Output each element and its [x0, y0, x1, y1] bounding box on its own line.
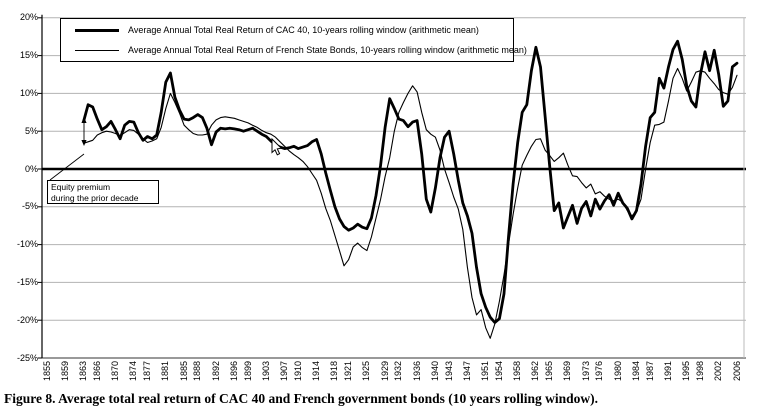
x-tick-label: 1903 — [260, 361, 271, 382]
annotation-leader-line — [49, 153, 85, 181]
series-cac40 — [82, 39, 739, 324]
x-tick-label: 1863 — [78, 361, 89, 382]
x-tick-label: 1980 — [612, 361, 623, 382]
y-tick-label: -25% — [16, 352, 38, 363]
x-tick-label: 1947 — [461, 361, 472, 382]
x-tick-label: 1918 — [329, 361, 340, 382]
x-tick-label: 1885 — [178, 361, 189, 382]
annotation-line-1: Equity premium — [51, 182, 111, 192]
x-tick-label: 1954 — [493, 361, 504, 382]
x-tick-label: 1896 — [228, 361, 239, 382]
x-tick-label: 1965 — [544, 361, 555, 382]
y-tick-label: 5% — [24, 125, 38, 136]
y-tick-label: 15% — [19, 50, 38, 61]
x-tick-label: 1921 — [343, 361, 354, 382]
x-tick-label: 1998 — [694, 361, 705, 382]
x-tick-label: 1962 — [530, 361, 541, 382]
x-tick-label: 1870 — [110, 361, 121, 382]
x-tick-label: 1874 — [128, 361, 139, 382]
x-tick-label: 1991 — [662, 361, 673, 382]
x-tick-label: 2006 — [731, 361, 742, 382]
legend-label-cac40: Average Annual Total Real Return of CAC … — [128, 25, 479, 35]
x-tick-label: 2002 — [713, 361, 724, 382]
x-tick-label: 1987 — [644, 361, 655, 382]
x-tick-label: 1969 — [562, 361, 573, 382]
annotation-line-2: during the prior decade — [51, 192, 139, 203]
x-tick-label: 1995 — [681, 361, 692, 382]
x-tick-label: 1881 — [160, 361, 171, 382]
x-tick-label: 1855 — [41, 361, 52, 382]
y-tick-label: 20% — [19, 12, 38, 23]
x-tick-label: 1859 — [59, 361, 70, 382]
arrowhead-down-icon — [81, 140, 87, 146]
x-tick-label: 1958 — [512, 361, 523, 382]
series-french_state_bonds — [83, 67, 738, 339]
legend: Average Annual Total Real Return of CAC … — [60, 18, 527, 62]
y-tick-label: -15% — [16, 276, 38, 287]
x-tick-label: 1914 — [311, 361, 322, 382]
mouse-cursor-icon — [271, 137, 283, 156]
figure-caption: Figure 8. Average total real return of C… — [4, 391, 598, 406]
x-tick-label: 1984 — [630, 361, 641, 382]
legend-item-bonds: Average Annual Total Real Return of Fren… — [61, 41, 527, 59]
x-tick-label: 1925 — [361, 361, 372, 382]
x-tick-label: 1877 — [142, 361, 153, 382]
x-tick-label: 1899 — [242, 361, 253, 382]
bonds-line-sample-icon — [75, 49, 119, 51]
y-tick-label: 0% — [24, 163, 38, 174]
x-tick-label: 1910 — [292, 361, 303, 382]
annotation-box: Equity premium during the prior decade — [47, 180, 159, 204]
y-tick-label: 10% — [19, 87, 38, 98]
x-tick-label: 1892 — [210, 361, 221, 382]
y-tick-label: -10% — [16, 239, 38, 250]
cac40-line-sample-icon — [75, 28, 119, 32]
x-tick-label: 1907 — [279, 361, 290, 382]
legend-item-cac40: Average Annual Total Real Return of CAC … — [61, 21, 513, 39]
x-tick-label: 1888 — [192, 361, 203, 382]
x-tick-label: 1936 — [411, 361, 422, 382]
x-tick-label: 1951 — [480, 361, 491, 382]
y-tick-label: -20% — [16, 314, 38, 325]
x-tick-label: 1976 — [594, 361, 605, 382]
x-tick-label: 1940 — [429, 361, 440, 382]
y-tick-label: -5% — [21, 201, 38, 212]
arrowhead-up-icon — [81, 117, 87, 123]
x-tick-label: 1866 — [91, 361, 102, 382]
x-tick-label: 1943 — [443, 361, 454, 382]
x-tick-label: 1973 — [580, 361, 591, 382]
x-tick-label: 1929 — [379, 361, 390, 382]
x-tick-label: 1932 — [393, 361, 404, 382]
legend-label-bonds: Average Annual Total Real Return of Fren… — [128, 45, 527, 55]
